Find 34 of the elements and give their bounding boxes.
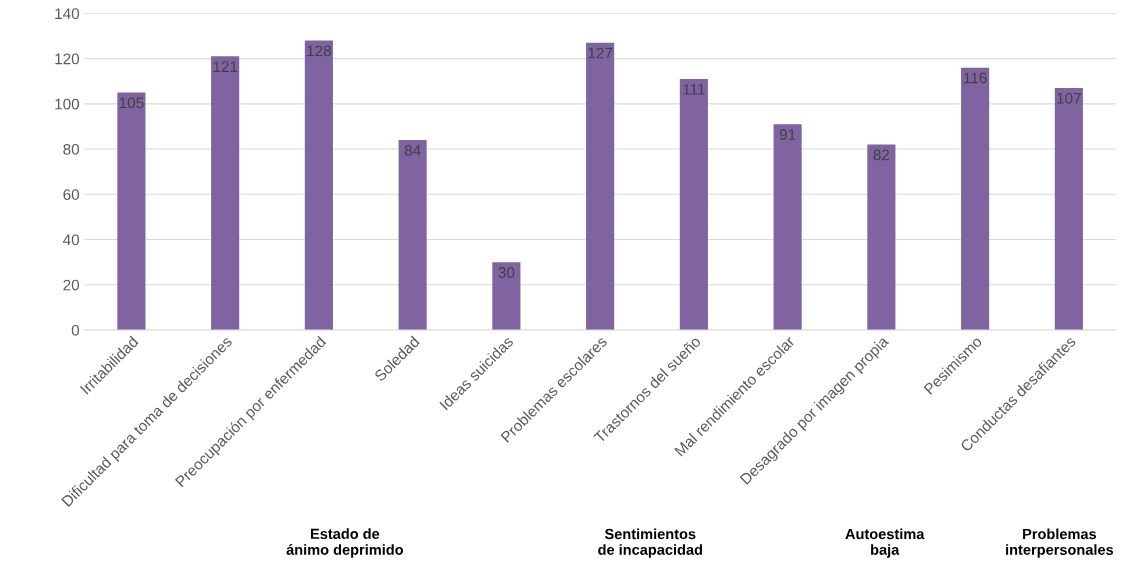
- bar: [679, 78, 708, 331]
- bar: [117, 92, 146, 331]
- bar: [961, 67, 990, 331]
- bar: [304, 40, 333, 331]
- y-tick-label: 0: [71, 324, 80, 336]
- data-label: 107: [1057, 92, 1081, 104]
- data-label: 127: [588, 47, 613, 59]
- data-label: 30: [498, 267, 515, 278]
- data-label: 91: [779, 129, 796, 140]
- bar: [211, 56, 240, 331]
- text: Problemas interpersonales: [1006, 528, 1114, 558]
- text: Sentimientos de incapacidad: [598, 528, 702, 558]
- bar: [586, 42, 615, 331]
- text: Estado de ánimo deprimido: [286, 528, 404, 558]
- data-label: 84: [404, 144, 421, 156]
- bar: [867, 144, 896, 331]
- bar: [398, 140, 427, 331]
- y-tick-label: 100: [55, 98, 80, 110]
- bar: [773, 124, 802, 331]
- data-label: 82: [873, 149, 890, 161]
- data-label: 116: [964, 72, 987, 84]
- y-tick-label: 80: [63, 143, 80, 155]
- y-tick-label: 140: [55, 8, 80, 20]
- y-tick-label: 20: [63, 279, 80, 291]
- y-tick-label: 120: [55, 53, 80, 65]
- y-tick-label: 60: [63, 189, 80, 200]
- data-label: 105: [119, 97, 144, 109]
- data-label: 121: [213, 61, 238, 72]
- bar: [492, 262, 521, 331]
- text: Autoestima baja: [845, 528, 925, 558]
- bar: [1054, 88, 1083, 331]
- y-tick-label: 40: [63, 234, 80, 246]
- data-label: 111: [683, 84, 705, 95]
- data-label: 128: [307, 45, 331, 57]
